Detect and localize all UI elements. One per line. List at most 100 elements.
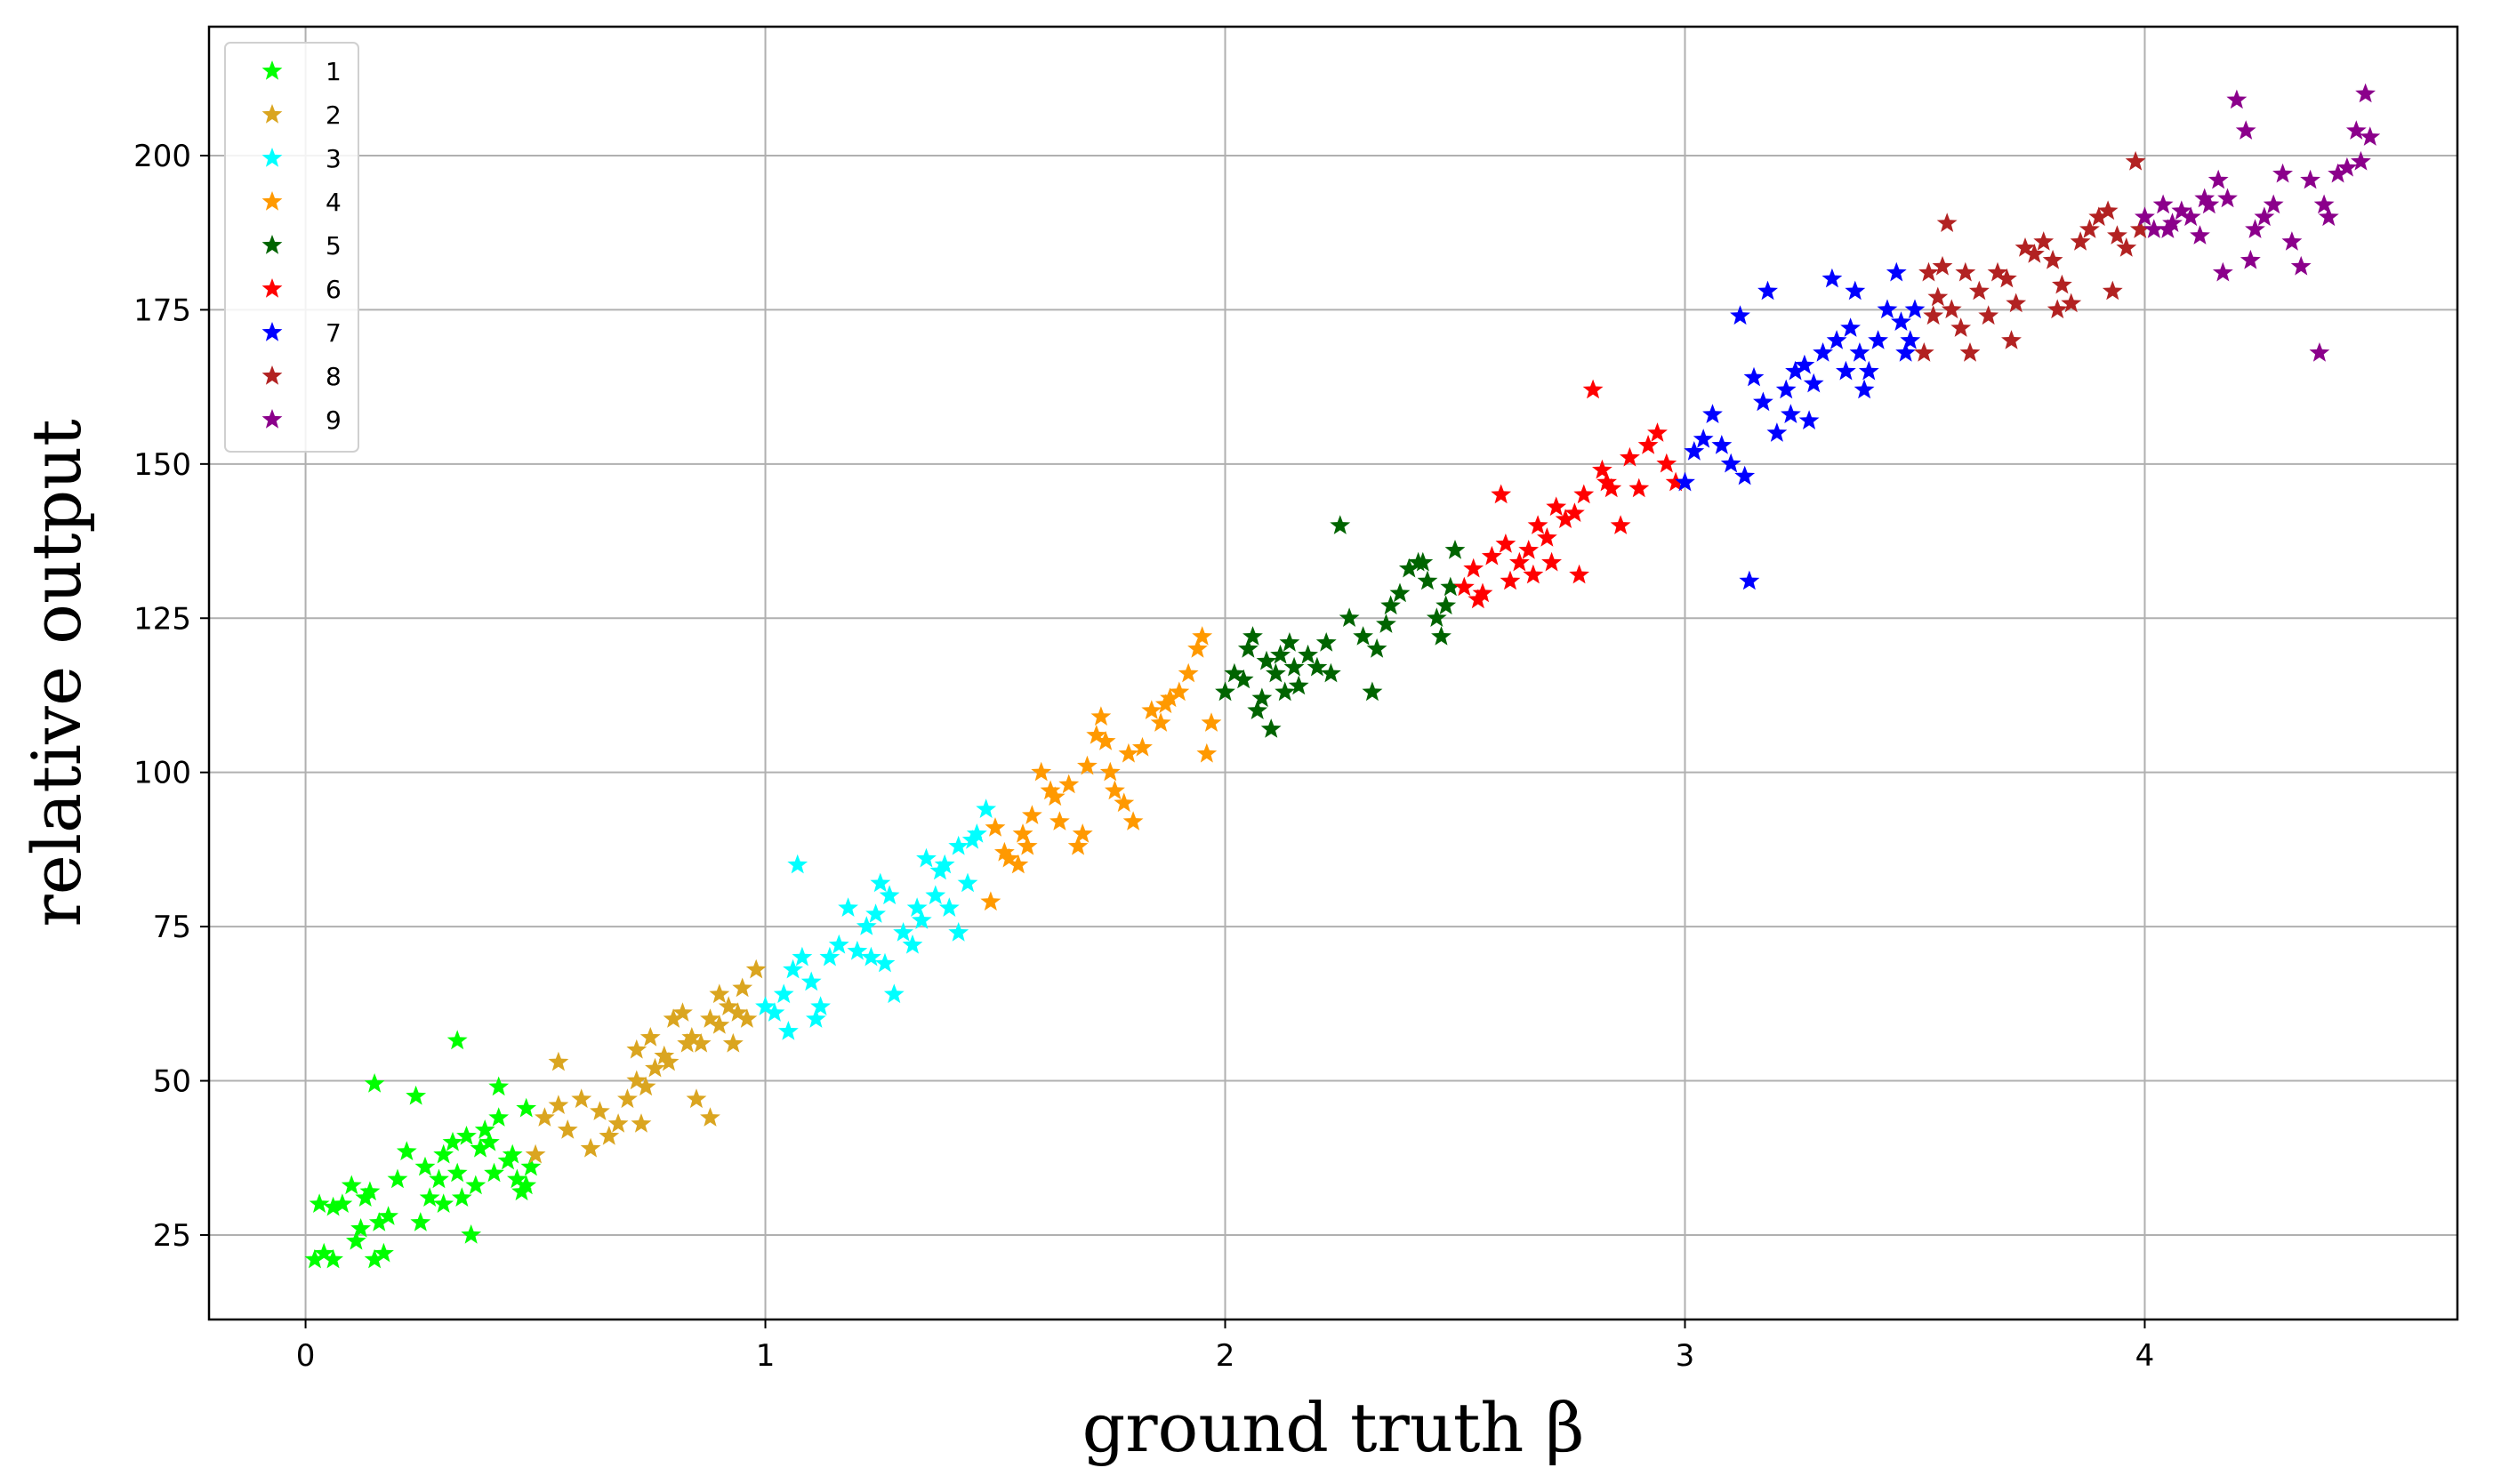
point-series-9 [2328, 163, 2348, 183]
point-series-4 [1067, 835, 1089, 855]
point-series-1 [419, 1187, 440, 1207]
point-series-5 [1435, 595, 1457, 615]
y-axis-title: relative output [17, 419, 96, 926]
grid-lines [209, 27, 2457, 1320]
point-series-2 [525, 1143, 546, 1164]
point-series-3 [773, 983, 794, 1004]
point-series-6 [1610, 515, 1631, 534]
point-series-2 [728, 1002, 748, 1022]
point-series-5 [1298, 644, 1318, 664]
point-series-5 [1321, 662, 1341, 683]
legend-marker-2 [261, 104, 283, 124]
point-series-9 [2290, 255, 2312, 276]
point-series-9 [2351, 150, 2371, 171]
point-series-4 [1196, 742, 1218, 763]
point-series-6 [1481, 545, 1502, 566]
y-tick-label: 25 [153, 1218, 191, 1254]
point-series-1 [478, 1131, 500, 1151]
point-series-8 [2033, 231, 2055, 251]
point-series-5 [1279, 632, 1300, 652]
y-tick-label: 150 [133, 447, 191, 483]
point-series-1 [346, 1230, 366, 1250]
point-series-7 [1794, 354, 1815, 374]
point-series-3 [948, 835, 969, 855]
point-series-1 [433, 1143, 454, 1164]
point-series-1 [323, 1248, 343, 1269]
point-series-7 [1775, 379, 1797, 399]
point-series-3 [934, 854, 955, 874]
point-series-3 [925, 885, 946, 905]
point-series-5 [1426, 607, 1447, 627]
point-series-1 [304, 1248, 326, 1269]
point-series-4 [1105, 780, 1125, 800]
point-series-4 [999, 847, 1019, 868]
point-series-8 [2088, 206, 2110, 227]
point-series-8 [2047, 299, 2068, 319]
point-series-3 [778, 1021, 799, 1040]
point-series-9 [2143, 219, 2165, 238]
point-series-6 [1592, 459, 1612, 479]
point-series-9 [2180, 206, 2201, 227]
point-series-4 [1122, 811, 1144, 830]
point-series-4 [1008, 854, 1029, 874]
point-series-8 [1913, 342, 1934, 362]
legend-label-5: 5 [326, 231, 342, 261]
point-series-3 [755, 996, 776, 1015]
point-series-2 [686, 1088, 707, 1109]
point-series-4 [1114, 792, 1135, 813]
x-tick-label: 1 [756, 1338, 776, 1374]
point-series-3 [966, 823, 987, 843]
point-series-1 [332, 1193, 353, 1213]
point-series-8 [2129, 219, 2151, 238]
point-series-4 [1192, 626, 1213, 646]
point-series-6 [1656, 453, 1677, 473]
legend-marker-9 [261, 409, 283, 429]
point-series-4 [1022, 805, 1042, 824]
point-series-7 [1900, 330, 1921, 349]
point-series-4 [1012, 823, 1033, 843]
point-series-1 [359, 1181, 381, 1201]
point-series-2 [732, 977, 753, 998]
point-series-4 [985, 817, 1006, 837]
legend-label-6: 6 [326, 275, 342, 304]
point-series-6 [1518, 540, 1540, 559]
point-series-9 [2217, 188, 2238, 208]
point-series-2 [580, 1137, 601, 1158]
point-series-7 [1904, 299, 1926, 319]
point-series-8 [1987, 261, 2008, 282]
point-series-2 [700, 1107, 720, 1127]
point-series-4 [1058, 774, 1080, 794]
point-series-4 [1049, 811, 1070, 830]
point-series-7 [1684, 441, 1705, 461]
point-series-8 [1978, 305, 1999, 325]
point-series-5 [1444, 540, 1466, 559]
point-series-1 [446, 1030, 468, 1050]
point-series-9 [2355, 83, 2376, 103]
legend-label-3: 3 [326, 144, 342, 173]
point-series-6 [1527, 515, 1548, 534]
y-tick-label: 125 [133, 601, 191, 637]
point-series-8 [2125, 150, 2146, 171]
plot-frame [207, 25, 2459, 1321]
point-series-9 [2207, 169, 2229, 189]
point-series-8 [1923, 305, 1944, 325]
point-series-7 [1826, 330, 1847, 349]
point-series-9 [2212, 261, 2233, 282]
point-series-8 [2097, 200, 2119, 221]
point-series-2 [599, 1126, 620, 1145]
point-series-2 [663, 1008, 684, 1028]
point-series-3 [865, 903, 886, 923]
point-series-7 [1845, 280, 1866, 301]
point-series-6 [1582, 379, 1604, 399]
point-series-1 [474, 1119, 495, 1139]
point-series-8 [2107, 225, 2127, 245]
point-series-6 [1491, 484, 1512, 504]
point-series-4 [1141, 700, 1162, 719]
point-series-2 [617, 1088, 638, 1109]
x-axis-title: ground truth β [1082, 1388, 1585, 1467]
point-series-6 [1463, 558, 1484, 578]
point-series-6 [1523, 564, 1544, 584]
point-series-6 [1453, 576, 1475, 597]
